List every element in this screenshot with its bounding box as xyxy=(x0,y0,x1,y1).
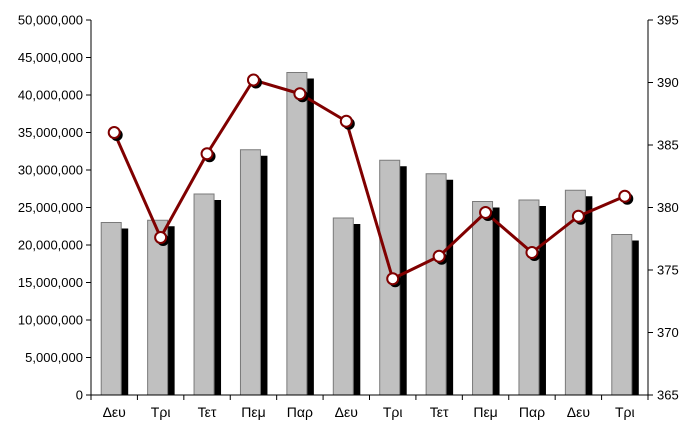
x-tick-label: Δευ xyxy=(103,404,126,420)
line-marker xyxy=(246,73,260,87)
bar xyxy=(611,234,633,396)
x-tick-label: Τρι xyxy=(383,404,403,420)
right-tick-label: 395 xyxy=(657,13,679,28)
line-path xyxy=(112,78,626,281)
bar xyxy=(100,222,122,396)
line-marker xyxy=(107,126,121,139)
left-tick-label: 10,000,000 xyxy=(18,313,83,328)
line-marker xyxy=(293,87,307,101)
left-tick-label: 0 xyxy=(76,388,83,403)
bar xyxy=(193,193,215,396)
bar xyxy=(518,199,540,396)
line-marker xyxy=(386,272,400,286)
left-tick-label: 30,000,000 xyxy=(18,163,83,178)
bar xyxy=(472,201,494,396)
line-marker xyxy=(479,206,493,219)
x-tick-label: Τρι xyxy=(151,404,171,420)
x-axis-labels: Δευ Τρι Τετ Πεμ Παρ Δευ Τρι Τετ Πεμ Παρ Δευ Τρι xyxy=(90,394,649,420)
left-tick-label: 5,000,000 xyxy=(25,350,83,365)
bar xyxy=(239,149,261,396)
x-tick-label: Πεμ xyxy=(241,404,265,420)
right-tick-label: 390 xyxy=(657,75,679,90)
line-marker xyxy=(525,246,539,259)
left-tick-label: 50,000,000 xyxy=(18,13,83,28)
right-axis: 365 370 375 380 385 390 395 xyxy=(647,13,679,403)
line-marker xyxy=(154,231,168,244)
right-tick-label: 375 xyxy=(657,263,679,278)
bar xyxy=(147,219,169,396)
line-marker xyxy=(618,189,632,203)
left-tick-label: 40,000,000 xyxy=(18,88,83,103)
bar xyxy=(425,173,447,396)
x-tick-label: Πεμ xyxy=(473,404,497,420)
left-tick-label: 25,000,000 xyxy=(18,200,83,215)
x-tick-label: Δευ xyxy=(335,404,358,420)
x-tick-label: Τετ xyxy=(430,404,449,420)
x-tick-label: Τρι xyxy=(615,404,635,420)
line-marker xyxy=(339,114,353,128)
left-axis: 0 5,000,000 10,000,000 15,000,000 20,000,000… xyxy=(18,13,92,403)
left-tick-label: 15,000,000 xyxy=(18,275,83,290)
line-series xyxy=(107,73,634,288)
bar-series xyxy=(100,72,639,396)
line-marker xyxy=(200,147,214,161)
bar xyxy=(332,217,354,396)
right-tick-label: 370 xyxy=(657,325,679,340)
x-tick-label: Παρ xyxy=(287,404,313,420)
left-tick-label: 20,000,000 xyxy=(18,238,83,253)
x-tick-label: Τετ xyxy=(198,404,217,420)
line-marker xyxy=(571,209,585,223)
right-tick-label: 385 xyxy=(657,138,679,153)
left-tick-label: 45,000,000 xyxy=(18,50,83,65)
line-marker xyxy=(432,249,446,263)
bar xyxy=(286,72,308,396)
left-tick-label: 35,000,000 xyxy=(18,125,83,140)
right-tick-label: 380 xyxy=(657,200,679,215)
x-tick-label: Παρ xyxy=(519,404,545,420)
right-tick-label: 365 xyxy=(657,388,679,403)
x-tick-label: Δευ xyxy=(567,404,590,420)
